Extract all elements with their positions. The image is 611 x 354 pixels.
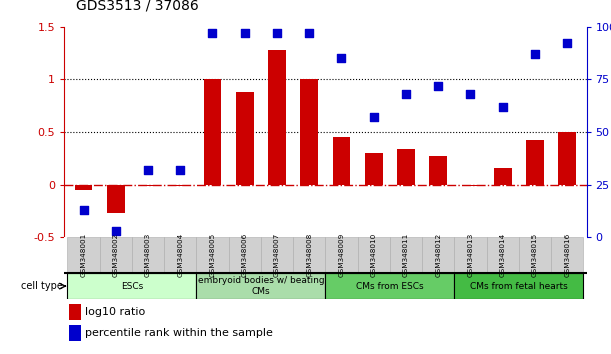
Bar xyxy=(325,273,455,299)
Bar xyxy=(430,156,447,184)
Text: GSM348010: GSM348010 xyxy=(371,233,377,277)
Text: GSM348012: GSM348012 xyxy=(435,233,441,277)
Bar xyxy=(67,273,196,299)
Bar xyxy=(196,237,229,273)
Bar xyxy=(455,273,584,299)
Bar xyxy=(100,237,132,273)
Bar xyxy=(397,149,415,184)
Text: CMs from fetal hearts: CMs from fetal hearts xyxy=(470,282,568,291)
Text: cell type: cell type xyxy=(21,281,62,291)
Point xyxy=(337,55,346,61)
Bar xyxy=(70,304,81,320)
Text: percentile rank within the sample: percentile rank within the sample xyxy=(85,328,273,338)
Text: GSM348003: GSM348003 xyxy=(145,233,151,277)
Point xyxy=(433,83,443,88)
Bar xyxy=(325,237,357,273)
Text: embryoid bodies w/ beating
CMs: embryoid bodies w/ beating CMs xyxy=(197,276,324,296)
Point xyxy=(530,51,540,57)
Point xyxy=(79,207,89,213)
Text: GSM348006: GSM348006 xyxy=(242,233,247,277)
Bar xyxy=(75,184,92,190)
Bar xyxy=(390,237,422,273)
Bar xyxy=(70,325,81,341)
Bar xyxy=(551,237,584,273)
Bar xyxy=(526,140,544,184)
Bar xyxy=(132,237,164,273)
Text: GSM348007: GSM348007 xyxy=(274,233,280,277)
Point xyxy=(401,91,411,97)
Bar xyxy=(486,237,519,273)
Bar xyxy=(236,92,254,184)
Point xyxy=(272,30,282,36)
Text: GSM348004: GSM348004 xyxy=(177,233,183,277)
Bar xyxy=(301,79,318,184)
Bar xyxy=(203,79,221,184)
Text: ESCs: ESCs xyxy=(121,282,143,291)
Text: GSM348011: GSM348011 xyxy=(403,233,409,277)
Text: GSM348001: GSM348001 xyxy=(81,233,87,277)
Point xyxy=(240,30,250,36)
Text: GSM348009: GSM348009 xyxy=(338,233,345,277)
Bar xyxy=(494,168,511,184)
Bar xyxy=(332,137,350,184)
Text: GSM348008: GSM348008 xyxy=(306,233,312,277)
Bar xyxy=(558,132,576,184)
Point xyxy=(466,91,475,97)
Point xyxy=(304,30,314,36)
Text: GSM348015: GSM348015 xyxy=(532,233,538,277)
Text: GSM348013: GSM348013 xyxy=(467,233,474,277)
Point xyxy=(175,167,185,173)
Bar xyxy=(422,237,455,273)
Bar xyxy=(293,237,325,273)
Bar xyxy=(164,237,196,273)
Point xyxy=(143,167,153,173)
Bar xyxy=(461,184,480,185)
Point xyxy=(111,228,120,234)
Text: GSM348014: GSM348014 xyxy=(500,233,506,277)
Bar xyxy=(139,184,157,185)
Point xyxy=(562,41,572,46)
Bar xyxy=(519,237,551,273)
Text: CMs from ESCs: CMs from ESCs xyxy=(356,282,423,291)
Bar xyxy=(67,237,100,273)
Text: GSM348016: GSM348016 xyxy=(564,233,570,277)
Bar xyxy=(357,237,390,273)
Point xyxy=(369,114,379,120)
Bar xyxy=(107,184,125,213)
Bar xyxy=(229,237,261,273)
Text: GDS3513 / 37086: GDS3513 / 37086 xyxy=(76,0,199,12)
Point xyxy=(498,104,508,109)
Bar xyxy=(171,184,189,185)
Bar xyxy=(365,153,382,184)
Text: GSM348005: GSM348005 xyxy=(210,233,216,277)
Bar xyxy=(268,50,286,184)
Text: log10 ratio: log10 ratio xyxy=(85,307,145,317)
Point xyxy=(208,30,218,36)
Bar xyxy=(261,237,293,273)
Bar xyxy=(455,237,486,273)
Text: GSM348002: GSM348002 xyxy=(113,233,119,277)
Bar xyxy=(196,273,325,299)
